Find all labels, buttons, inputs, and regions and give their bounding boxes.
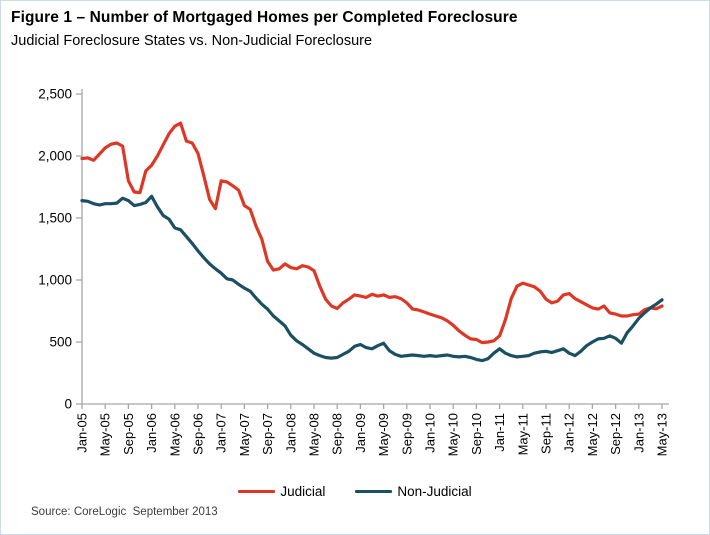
x-tick-label: Jan-05	[75, 413, 90, 453]
non-judicial-line-swatch	[355, 490, 393, 493]
x-tick-label: Jan-11	[492, 413, 507, 452]
judicial-line-swatch	[238, 490, 276, 493]
x-tick-label: May-07	[237, 413, 252, 456]
figure-title: Figure 1 – Number of Mortgaged Homes per…	[11, 9, 518, 26]
legend-label-non-judicial: Non-Judicial	[397, 484, 472, 499]
x-tick-label: Jan-12	[562, 413, 577, 453]
x-tick-label: Sep-06	[191, 413, 206, 455]
x-tick-label: Sep-07	[260, 413, 275, 455]
x-tick-label: May-12	[585, 413, 600, 456]
x-tick-label: Sep-10	[469, 413, 484, 455]
figure-subtitle: Judicial Foreclosure States vs. Non-Judi…	[11, 33, 373, 49]
chart-legend: Judicial Non-Judicial	[1, 484, 709, 499]
x-tick-label: May-13	[655, 413, 670, 456]
x-tick-label: Jan-09	[353, 413, 368, 453]
axis-lines	[81, 89, 669, 405]
chart-plot-area: 0 500 1,000 1,500 2,000 2,500 Jan-05 May-05 Sep-…	[38, 87, 670, 457]
y-tick-label: 0	[64, 397, 72, 412]
y-tick-label: 1,000	[38, 273, 72, 288]
y-tick-label: 1,500	[38, 211, 72, 226]
legend-label-judicial: Judicial	[280, 484, 326, 499]
source-note: Source: CoreLogic September 2013	[31, 506, 218, 518]
x-tick-label: May-10	[446, 413, 461, 456]
y-tick-label: 2,500	[38, 87, 72, 102]
x-tick-label: Jan-10	[423, 413, 438, 453]
legend-item-non-judicial: Non-Judicial	[355, 484, 472, 499]
x-tick-label: Sep-05	[121, 413, 136, 455]
legend-item-judicial: Judicial	[238, 484, 325, 499]
x-tick-label: Sep-11	[539, 413, 554, 454]
x-tick-label: May-05	[98, 413, 113, 456]
x-tick-label: May-09	[376, 413, 391, 456]
x-tick-label: May-11	[515, 413, 530, 455]
x-tick-label: May-06	[167, 413, 182, 456]
x-tick-label: Jan-13	[631, 413, 646, 453]
x-tick-label: Jan-06	[144, 413, 159, 453]
y-tick-label: 500	[49, 335, 72, 350]
y-tick-label: 2,000	[38, 149, 72, 164]
x-tick-label: Sep-12	[608, 413, 623, 455]
non-judicial-line	[80, 194, 664, 363]
x-tick-label: May-08	[307, 413, 322, 456]
x-tick-label: Sep-08	[330, 413, 345, 455]
judicial-line	[80, 121, 664, 345]
x-tick-label: Sep-09	[399, 413, 414, 455]
x-tick-label: Jan-07	[214, 413, 229, 453]
x-tick-label: Jan-08	[283, 413, 298, 453]
